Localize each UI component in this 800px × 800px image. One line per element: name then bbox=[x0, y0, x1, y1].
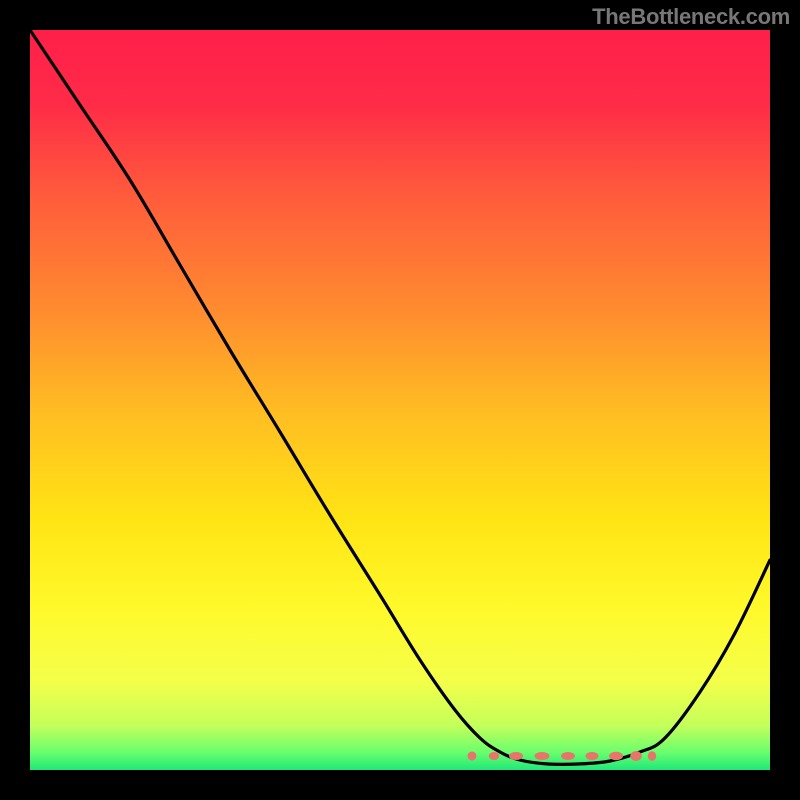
dot bbox=[468, 752, 477, 761]
dot bbox=[489, 752, 499, 760]
chart-container: TheBottleneck.com bbox=[0, 0, 800, 800]
watermark-text: TheBottleneck.com bbox=[592, 4, 790, 30]
dot bbox=[561, 752, 575, 760]
dot bbox=[609, 752, 623, 760]
dot bbox=[648, 751, 656, 761]
dot bbox=[586, 752, 599, 760]
gradient-background bbox=[30, 30, 770, 770]
bottleneck-chart bbox=[0, 0, 800, 800]
dot bbox=[535, 752, 550, 760]
dot bbox=[630, 751, 642, 761]
dot bbox=[509, 752, 523, 760]
